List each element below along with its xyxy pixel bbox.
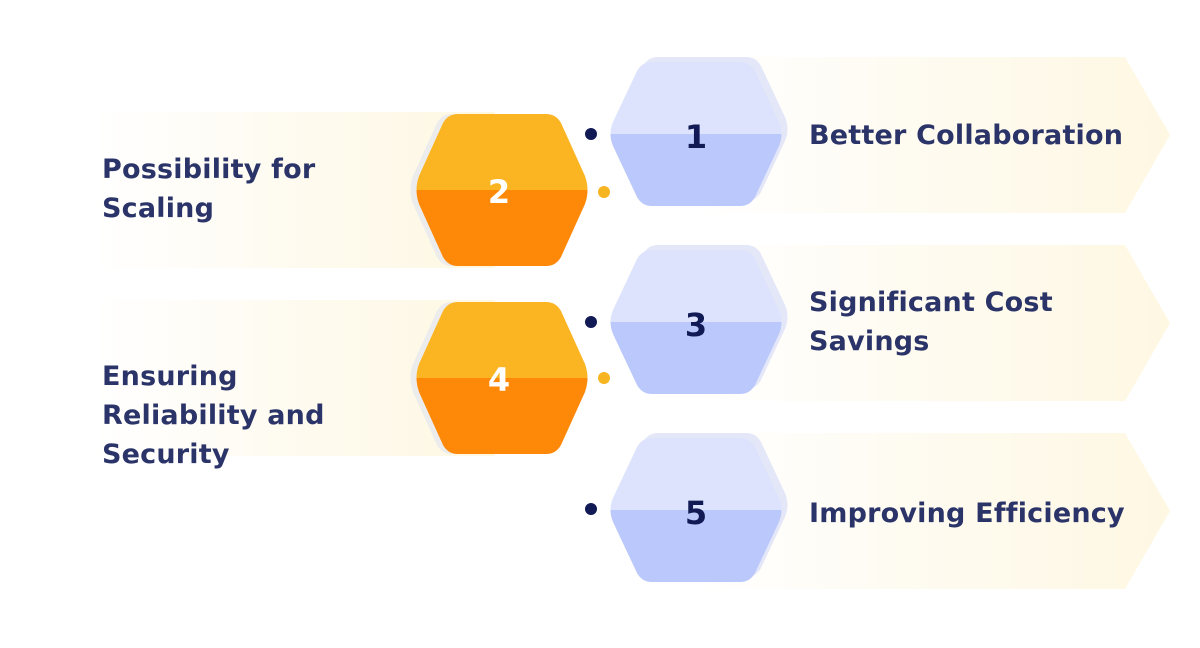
step-label-4: Ensuring Reliability and Security <box>102 361 325 470</box>
band-step-3 <box>700 245 1170 401</box>
hexagon-step-3 <box>610 245 788 394</box>
hexagon-step-4 <box>410 302 588 454</box>
hexagon-step-1 <box>610 57 788 206</box>
connector-dot-step-3 <box>585 316 597 328</box>
step-number-4: 4 <box>487 361 511 399</box>
step-number-1: 1 <box>684 118 708 156</box>
hexagon-step-2 <box>410 114 588 266</box>
step-number-2: 2 <box>487 173 511 211</box>
connector-dot-step-1 <box>585 128 597 140</box>
connector-dot-step-5 <box>585 503 597 515</box>
step-label-1: Better Collaboration <box>809 120 1124 151</box>
hexagon-step-5 <box>610 433 788 582</box>
step-label-5: Improving Efficiency <box>809 498 1125 529</box>
step-number-3: 3 <box>684 306 708 344</box>
band-step-5 <box>700 433 1170 589</box>
step-label-3: Significant Cost Savings <box>809 287 1053 357</box>
background-bands <box>95 57 1170 589</box>
step-label-2: Possibility for Scaling <box>102 154 316 224</box>
step-number-5: 5 <box>684 494 708 532</box>
connector-dot-step-2 <box>598 186 610 198</box>
connector-dot-step-4 <box>598 372 610 384</box>
band-step-1 <box>700 57 1170 213</box>
